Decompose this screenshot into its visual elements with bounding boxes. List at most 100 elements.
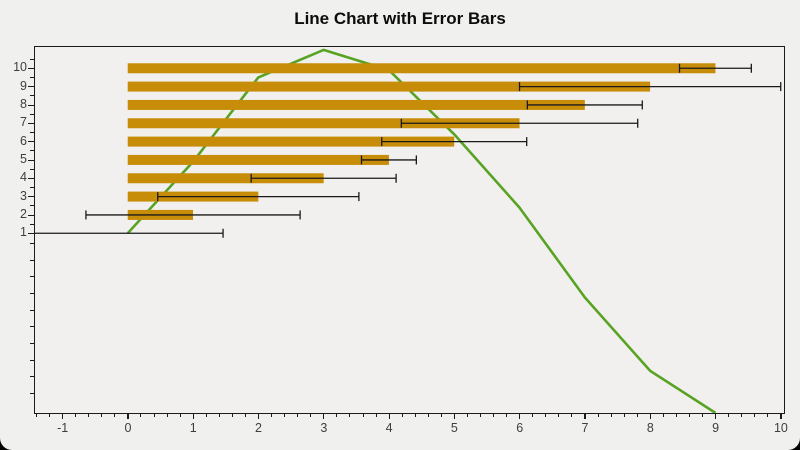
y-minor-tick <box>30 113 34 115</box>
y-tick-label: 7 <box>20 115 27 130</box>
y-tick-label: 6 <box>20 133 27 148</box>
y-unlabeled-tick <box>30 309 34 311</box>
x-tick <box>649 413 651 419</box>
x-minor-tick <box>166 413 168 417</box>
x-tick-label: 4 <box>385 421 393 435</box>
x-minor-tick <box>271 413 273 417</box>
y-minor-tick <box>30 150 34 152</box>
y-unlabeled-tick <box>30 359 34 361</box>
x-tick-label: 5 <box>450 421 458 435</box>
y-minor-tick <box>30 95 34 97</box>
y-minor-tick <box>30 168 34 170</box>
x-tick <box>715 413 717 419</box>
x-minor-tick <box>218 413 220 417</box>
x-minor-tick <box>362 413 364 417</box>
x-minor-tick <box>493 413 495 417</box>
x-minor-tick <box>466 413 468 417</box>
bar <box>127 81 651 92</box>
x-minor-tick <box>675 413 677 417</box>
x-tick-label: 3 <box>320 421 328 435</box>
y-minor-tick <box>30 58 34 60</box>
x-minor-tick <box>375 413 377 417</box>
x-minor-tick <box>728 413 730 417</box>
x-minor-tick <box>440 413 442 417</box>
y-tick-label: 10 <box>13 60 27 75</box>
y-unlabeled-tick <box>30 292 34 294</box>
x-minor-tick <box>597 413 599 417</box>
y-tick-label: 2 <box>20 207 27 222</box>
x-minor-tick <box>662 413 664 417</box>
x-minor-tick <box>506 413 508 417</box>
y-minor-tick <box>30 205 34 207</box>
x-minor-tick <box>101 413 103 417</box>
x-minor-tick <box>741 413 743 417</box>
bar <box>127 173 324 184</box>
x-minor-tick <box>244 413 246 417</box>
chart-canvas <box>35 48 782 413</box>
x-tick <box>519 413 521 419</box>
y-tick <box>27 122 34 125</box>
x-tick-label: 6 <box>516 421 524 435</box>
y-tick <box>27 104 34 106</box>
bar <box>127 136 455 147</box>
x-tick <box>323 413 325 419</box>
x-minor-tick <box>153 413 155 417</box>
x-minor-tick <box>401 413 403 417</box>
x-minor-tick <box>36 413 37 417</box>
y-tick <box>27 159 34 161</box>
y-unlabeled-tick <box>30 376 34 378</box>
y-tick-label: 1 <box>20 225 27 240</box>
x-tick <box>584 413 586 419</box>
y-minor-tick <box>30 77 34 79</box>
x-tick <box>192 413 194 419</box>
x-tick-label: 1 <box>189 421 197 435</box>
y-tick-label: 8 <box>20 97 27 112</box>
y-minor-tick <box>30 187 34 189</box>
x-minor-tick <box>480 413 482 417</box>
x-minor-tick <box>623 413 625 417</box>
x-tick-label: 9 <box>712 421 720 435</box>
x-minor-tick <box>297 413 299 417</box>
x-tick <box>62 413 64 419</box>
x-tick <box>257 413 260 419</box>
y-unlabeled-tick <box>30 342 34 344</box>
x-tick <box>388 413 390 419</box>
x-tick-label: 10 <box>773 421 788 435</box>
x-minor-tick <box>336 413 338 417</box>
y-tick-label: 9 <box>20 78 27 93</box>
y-tick-label: 4 <box>20 170 27 185</box>
x-minor-tick <box>610 413 612 417</box>
x-minor-tick <box>702 413 704 417</box>
y-minor-tick <box>30 132 34 134</box>
x-minor-tick <box>114 413 116 417</box>
y-unlabeled-tick <box>30 242 34 244</box>
x-tick <box>127 413 129 419</box>
bar <box>127 118 520 129</box>
x-minor-tick <box>310 413 312 417</box>
y-unlabeled-tick <box>30 326 34 328</box>
x-minor-tick <box>688 413 690 417</box>
x-minor-tick <box>414 413 416 417</box>
x-tick <box>780 413 782 419</box>
x-tick-label: 0 <box>124 421 132 435</box>
x-minor-tick <box>767 413 769 417</box>
x-minor-tick <box>571 413 573 417</box>
x-minor-tick <box>231 413 233 417</box>
x-minor-tick <box>284 413 286 417</box>
bar <box>127 63 716 74</box>
x-minor-tick <box>205 413 207 417</box>
y-tick <box>27 232 34 235</box>
x-minor-tick <box>75 413 77 417</box>
chart-title: Line Chart with Error Bars <box>294 9 506 28</box>
y-minor-tick <box>30 223 34 225</box>
plot-area <box>34 46 785 414</box>
y-tick-label: 5 <box>20 152 27 167</box>
y-tick <box>27 196 34 198</box>
y-tick <box>27 214 34 216</box>
y-unlabeled-tick <box>30 259 34 261</box>
x-minor-tick <box>532 413 534 417</box>
y-tick <box>27 177 34 180</box>
x-minor-tick <box>140 413 142 417</box>
x-minor-tick <box>49 413 51 417</box>
